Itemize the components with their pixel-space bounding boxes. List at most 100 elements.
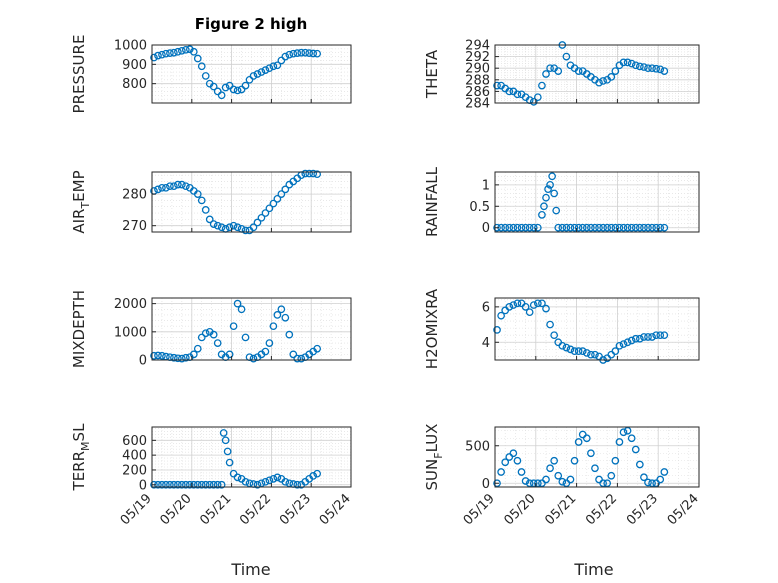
y-tick-label: 284	[465, 97, 490, 112]
data-point	[493, 223, 501, 232]
data-point	[521, 477, 530, 485]
data-point	[611, 347, 620, 355]
data-point	[554, 223, 563, 232]
y-axis-label: SUNFLUX	[423, 424, 445, 491]
data-point	[640, 473, 648, 482]
data-point	[277, 305, 286, 314]
data-point	[257, 479, 266, 488]
data-point	[178, 354, 186, 363]
data-point	[313, 49, 322, 58]
data-point	[197, 196, 206, 205]
data-point	[158, 480, 166, 489]
subplot-3: 270 280 AIRTEMP	[70, 169, 352, 235]
figure-title: Figure 2 high	[195, 15, 308, 33]
data-point	[197, 62, 206, 71]
data-point	[285, 330, 294, 339]
y-tick-label: 1000	[114, 325, 147, 340]
axes-box	[494, 426, 700, 488]
data-point	[529, 301, 538, 309]
data-point	[550, 331, 559, 340]
data-point	[627, 59, 636, 68]
data-point	[189, 47, 198, 56]
data-point	[533, 299, 542, 308]
data-point	[542, 475, 550, 484]
data-point	[305, 49, 314, 57]
data-point	[521, 303, 530, 311]
data-point	[574, 347, 583, 355]
y-axis-label: AIRTEMP	[70, 170, 92, 233]
x-tick-label: 05/19	[118, 491, 155, 528]
data-point	[249, 223, 258, 232]
data-point	[225, 350, 234, 359]
data-point	[509, 223, 518, 232]
data-point	[529, 223, 538, 232]
data-point	[517, 223, 526, 232]
data-point	[293, 480, 302, 489]
data-point	[587, 449, 595, 458]
data-point	[497, 311, 505, 320]
data-point	[189, 350, 198, 359]
data-point	[627, 223, 636, 232]
y-axis-label: PRESSURE	[70, 35, 88, 114]
data-point	[578, 430, 587, 439]
data-point	[261, 477, 270, 486]
y-axis-label: H2OMIXRA	[423, 288, 441, 369]
data-point	[223, 447, 232, 456]
data-point	[660, 67, 669, 75]
data-point	[289, 350, 298, 359]
data-point	[599, 479, 607, 488]
data-point	[225, 458, 234, 467]
data-point	[193, 480, 202, 489]
data-point	[197, 333, 206, 342]
data-point	[538, 81, 546, 90]
data-point	[566, 475, 575, 484]
y-tick-label: 0.5	[469, 200, 490, 215]
data-point	[229, 85, 238, 94]
axes-box	[151, 426, 352, 488]
data-point	[281, 313, 290, 322]
data-point	[505, 223, 514, 232]
data-point	[313, 469, 322, 478]
data-point	[178, 46, 186, 55]
data-point	[154, 185, 162, 194]
data-point	[281, 52, 290, 61]
data-point	[150, 53, 158, 62]
data-point	[217, 223, 226, 232]
data-point	[578, 347, 587, 355]
data-point	[595, 475, 603, 484]
data-point	[174, 47, 182, 56]
data-point	[162, 49, 170, 58]
x-tick-label: 05/21	[197, 491, 234, 528]
data-point	[631, 223, 640, 232]
data-point	[582, 349, 591, 357]
y-axis-label: RAINFALL	[423, 166, 441, 237]
data-point	[550, 456, 559, 465]
data-point	[309, 169, 318, 178]
data-point	[241, 477, 250, 486]
data-point	[574, 438, 583, 446]
data-point	[313, 344, 322, 353]
data-point	[587, 223, 595, 232]
data-point	[635, 62, 644, 71]
data-point	[619, 340, 628, 348]
data-point	[285, 479, 294, 488]
data-point	[493, 81, 501, 90]
y-tick-label: 0	[482, 221, 490, 236]
data-point	[566, 345, 575, 354]
data-point	[241, 333, 250, 342]
x-tick-label: 05/21	[542, 491, 579, 528]
data-point	[213, 339, 222, 347]
data-point	[265, 339, 274, 347]
data-point	[615, 438, 624, 446]
data-point	[201, 329, 210, 338]
data-point	[582, 434, 591, 443]
data-point	[493, 326, 501, 334]
data-point	[249, 354, 258, 363]
data-point	[253, 70, 262, 78]
data-point	[241, 81, 250, 90]
subplot-5: 0 1000 2000 MIXDEPTH	[70, 290, 352, 369]
data-point	[158, 183, 166, 192]
data-point	[627, 434, 636, 443]
data-point	[245, 479, 254, 488]
